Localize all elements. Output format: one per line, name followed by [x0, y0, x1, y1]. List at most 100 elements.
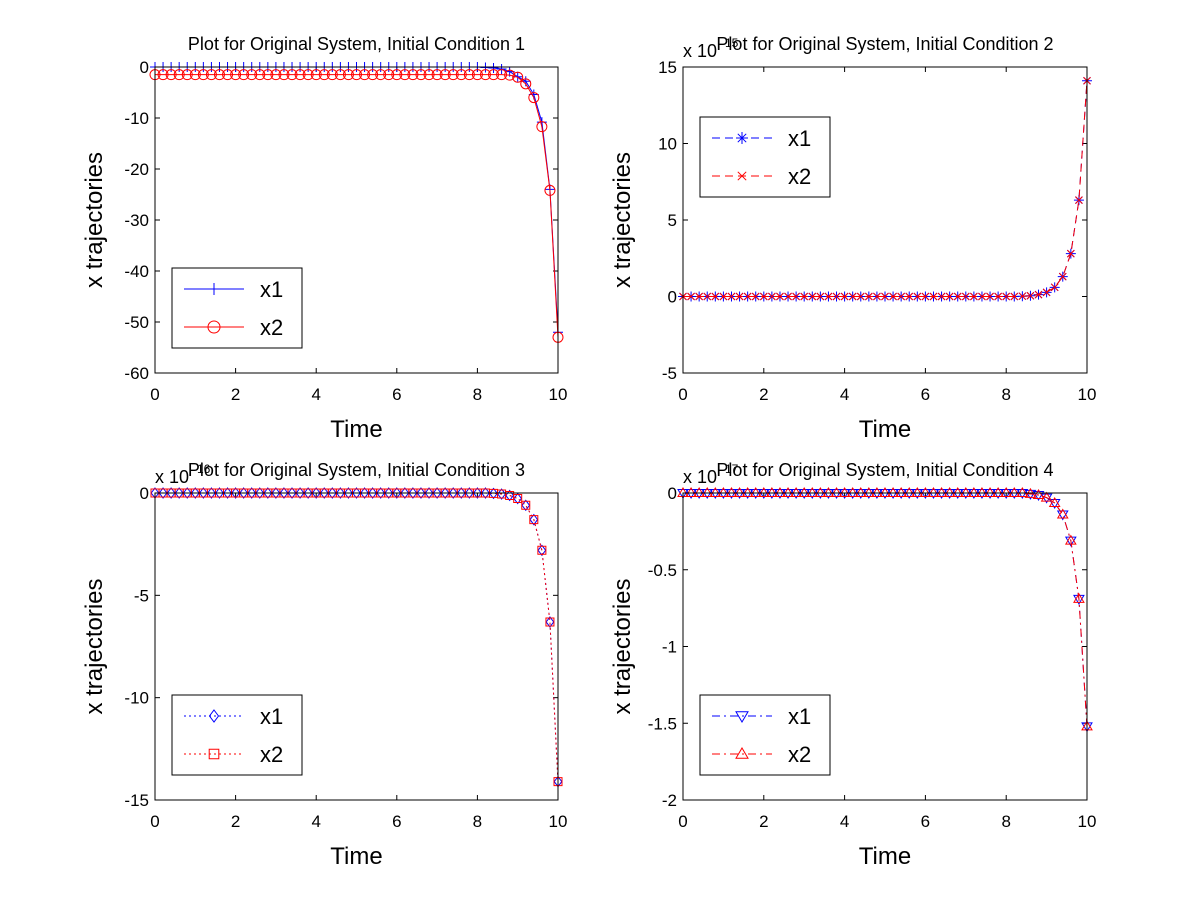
data-marker	[830, 489, 843, 499]
data-marker	[448, 487, 458, 499]
data-marker	[488, 63, 499, 74]
data-marker	[873, 292, 881, 301]
data-marker	[970, 292, 978, 301]
data-marker	[545, 616, 555, 628]
x-axis-label: Time	[330, 843, 382, 870]
x-tick-label: 10	[549, 385, 568, 404]
data-marker	[513, 492, 523, 505]
data-marker	[711, 292, 720, 301]
data-marker	[350, 69, 363, 81]
data-marker	[757, 489, 770, 499]
data-marker	[871, 489, 883, 499]
data-marker	[695, 292, 704, 301]
data-marker	[455, 69, 467, 81]
data-marker	[871, 487, 883, 497]
legend-marker	[736, 132, 748, 144]
data-marker	[255, 487, 265, 499]
data-marker	[919, 487, 932, 497]
data-marker	[741, 487, 754, 497]
data-marker	[733, 489, 746, 499]
data-marker	[1026, 291, 1035, 300]
data-marker	[190, 487, 200, 499]
data-marker	[1018, 292, 1027, 301]
legend-marker	[208, 283, 220, 295]
data-marker	[1040, 491, 1053, 502]
data-marker	[935, 489, 948, 499]
chart-title: Plot for Original System, Initial Condit…	[716, 460, 1053, 480]
data-marker	[887, 489, 899, 499]
data-marker	[905, 292, 914, 301]
data-marker	[553, 777, 563, 787]
data-marker	[407, 69, 419, 81]
data-marker	[230, 69, 242, 81]
x-tick-label: 10	[549, 812, 568, 831]
y-tick-label: -15	[124, 791, 149, 810]
y-tick-label: -5	[662, 364, 677, 383]
data-marker	[935, 487, 948, 497]
data-marker	[782, 487, 794, 497]
data-marker	[480, 62, 491, 73]
y-multiplier-base: x 10	[155, 467, 189, 487]
data-marker	[158, 487, 168, 499]
data-marker	[384, 487, 394, 499]
data-marker	[848, 292, 857, 301]
data-marker	[792, 292, 800, 301]
data-marker	[376, 487, 386, 499]
data-marker	[479, 69, 491, 81]
data-marker	[213, 69, 225, 81]
data-marker	[1000, 487, 1013, 497]
data-marker	[790, 489, 802, 499]
data-marker	[432, 487, 442, 499]
data-marker	[294, 69, 306, 81]
data-marker	[165, 69, 177, 81]
y-tick-label: -20	[124, 160, 149, 179]
data-marker	[231, 487, 240, 499]
data-marker	[951, 487, 964, 497]
data-marker	[830, 487, 843, 497]
y-tick-label: -0.5	[648, 561, 677, 580]
legend-marker	[737, 171, 747, 181]
data-marker	[685, 487, 697, 497]
x-tick-label: 0	[678, 812, 687, 831]
data-marker	[544, 184, 556, 196]
data-marker	[207, 487, 216, 499]
data-marker	[424, 487, 434, 499]
x-tick-label: 6	[392, 385, 401, 404]
data-marker	[504, 69, 516, 81]
y-axis-label: x trajectories	[609, 152, 636, 288]
y-tick-label: -10	[124, 109, 149, 128]
legend-label: x1	[788, 704, 811, 729]
legend-marker	[208, 709, 220, 723]
data-marker	[1048, 496, 1061, 507]
chart-title: Plot for Original System, Initial Condit…	[716, 34, 1053, 54]
data-marker	[270, 69, 282, 81]
x-axis-label: Time	[859, 416, 911, 443]
data-marker	[1056, 510, 1069, 521]
data-marker	[725, 489, 738, 499]
data-marker	[1024, 489, 1037, 500]
data-marker	[1042, 288, 1051, 297]
data-marker	[528, 92, 540, 104]
data-marker	[182, 487, 192, 499]
data-marker	[352, 487, 361, 499]
y-tick-label: -60	[124, 364, 149, 383]
data-marker	[287, 487, 297, 499]
data-marker	[806, 489, 819, 499]
data-marker	[529, 513, 539, 526]
data-marker	[181, 69, 193, 81]
data-marker	[751, 292, 760, 301]
data-marker	[897, 292, 906, 301]
data-marker	[174, 487, 184, 499]
data-marker	[759, 292, 768, 301]
data-marker	[545, 617, 555, 627]
data-marker	[1066, 249, 1075, 258]
data-marker	[978, 292, 986, 301]
data-marker	[968, 487, 980, 497]
data-marker	[919, 489, 932, 499]
data-marker	[921, 292, 930, 301]
data-marker	[1056, 508, 1069, 519]
data-marker	[854, 489, 867, 499]
data-marker	[1000, 489, 1013, 499]
